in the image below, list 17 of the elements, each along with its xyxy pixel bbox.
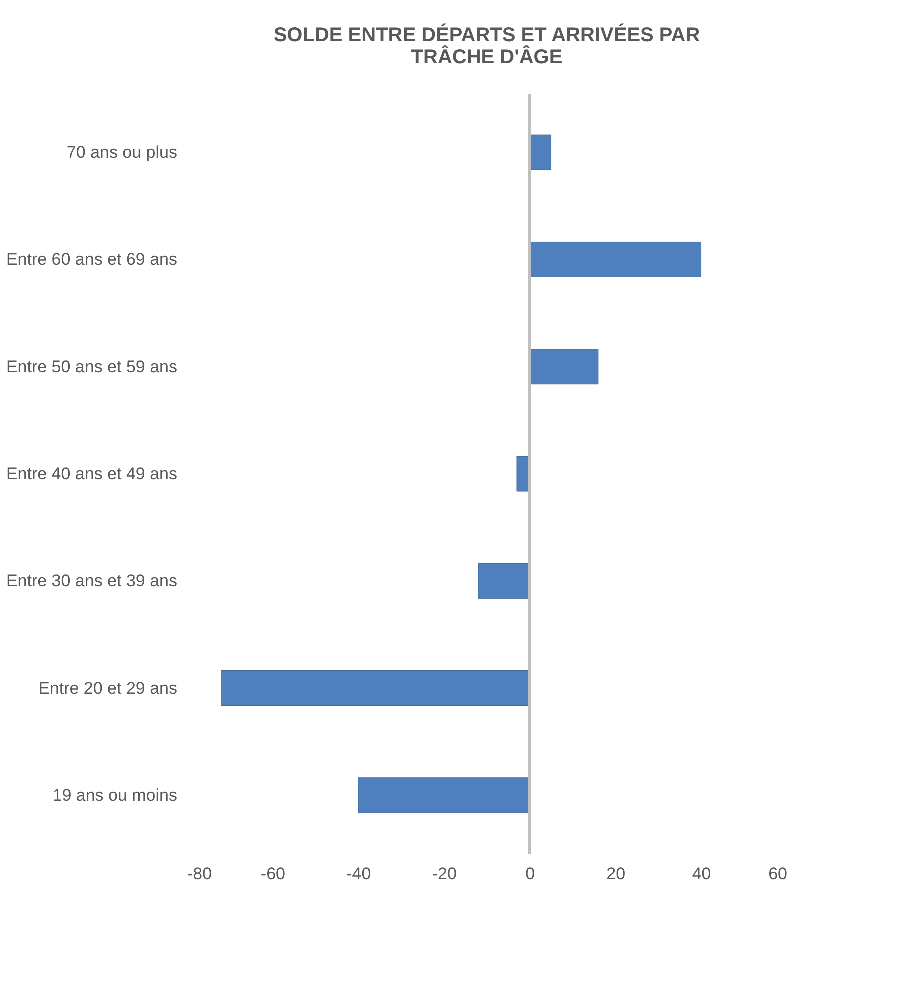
x-tick-label: 60	[768, 864, 788, 884]
x-tick-label: 0	[526, 864, 536, 884]
y-tick-label: 19 ans ou moins	[52, 786, 178, 805]
x-tick-label: -20	[432, 864, 457, 884]
y-tick-label: Entre 40 ans et 49 ans	[6, 464, 178, 484]
x-tick-label: -60	[260, 864, 286, 884]
y-tick-label: Entre 30 ans et 39 ans	[6, 572, 178, 591]
y-tick-label: 70 ans ou plus	[66, 143, 178, 162]
x-tick-label: 20	[606, 864, 626, 884]
text: SOLDE ENTRE DÉPARTS ET ARRIVÉES PAR	[274, 24, 700, 46]
y-tick-label: Entre 50 ans et 59 ans	[6, 357, 178, 376]
y-tick-label: Entre 60 ans et 69 ans	[6, 250, 178, 270]
x-tick-label: -40	[346, 864, 372, 884]
x-tick-label: -80	[188, 864, 212, 884]
x-tick-label: 40	[692, 864, 712, 884]
text: TRÂCHE D'ÂGE	[411, 46, 563, 68]
y-tick-label: Entre 20 et 29 ans	[38, 678, 178, 698]
